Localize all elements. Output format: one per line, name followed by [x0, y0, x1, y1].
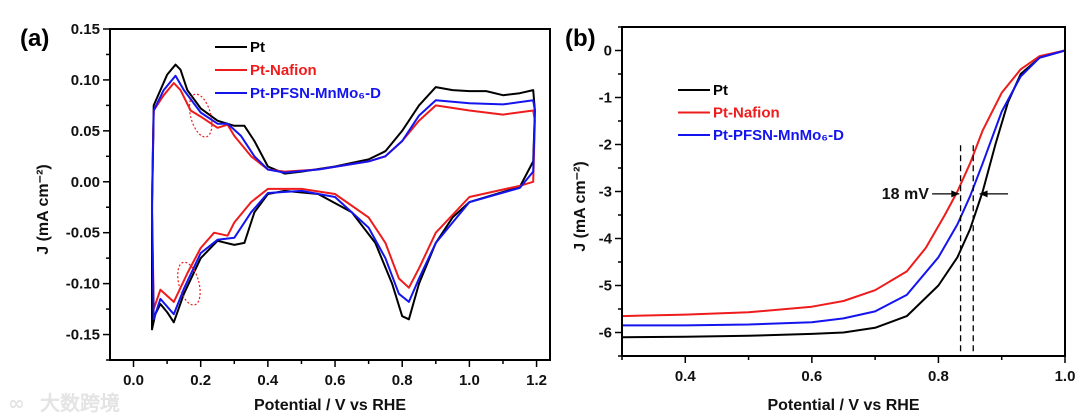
- x-tick-label: 0.6: [801, 368, 822, 385]
- plot-frame: [109, 28, 551, 361]
- y-tick-label: -3: [599, 184, 612, 201]
- watermark-text: 大数跨境: [40, 391, 120, 415]
- x-tick-label: 1.0: [1055, 368, 1076, 385]
- legend-label: Pt-PFSN-MnMo₆-D: [713, 127, 844, 144]
- y-tick-label: 0.05: [71, 123, 100, 140]
- x-tick-label: 0.6: [325, 372, 346, 389]
- x-axis-label: Potential / V vs RHE: [254, 397, 406, 414]
- y-tick-label: 0: [604, 43, 612, 60]
- plot-frame: [621, 26, 1066, 357]
- legend-label: Pt-Nafion: [713, 105, 780, 122]
- y-tick-label: 0.00: [71, 174, 100, 191]
- y-tick-label: -4: [599, 231, 613, 248]
- panel-b-lsv-chart: (b) 18 mV 0.4 0.6 0.8 1.0 0 -1 -2 -3 -4 -5 -6 Potenti…: [565, 25, 1075, 414]
- y-tick-label: -5: [599, 278, 612, 295]
- y-axis-label: J (mA cm⁻²): [572, 161, 589, 252]
- y-tick-label: -0.10: [66, 276, 100, 293]
- y-tick-label: -6: [599, 325, 612, 342]
- x-tick-label: 0.4: [257, 372, 279, 389]
- panel-label: (b): [565, 25, 596, 52]
- legend-label: Pt-PFSN-MnMo₆-D: [250, 85, 381, 102]
- annotation-ellipse: [188, 93, 213, 138]
- series-line-pt-pfsn-mnmo6-d: [151, 74, 536, 321]
- x-tick-label: 0.8: [392, 372, 413, 389]
- x-tick-label: 0.4: [675, 368, 697, 385]
- y-tick-label: -0.15: [66, 327, 100, 344]
- annotation-arrow-head: [951, 190, 960, 198]
- y-tick-label: -2: [599, 137, 612, 154]
- legend-label: Pt: [250, 39, 265, 56]
- x-tick-label: 0.0: [123, 372, 144, 389]
- y-tick-label: -0.05: [66, 225, 100, 242]
- legend-label: Pt: [713, 82, 728, 99]
- x-tick-label: 0.2: [190, 372, 211, 389]
- annotation-label: 18 mV: [882, 186, 929, 203]
- annotation-ellipse: [177, 261, 201, 306]
- annotation-arrow-head: [979, 190, 988, 198]
- y-tick-label: 0.15: [71, 21, 100, 38]
- series-line-pt-nafion: [151, 82, 536, 311]
- x-axis-label: Potential / V vs RHE: [767, 397, 919, 414]
- watermark: ∞: [8, 391, 25, 415]
- x-tick-label: 1.0: [459, 372, 480, 389]
- y-tick-label: -1: [599, 90, 612, 107]
- panel-label: (a): [20, 25, 49, 52]
- panel-a-cv-chart: (a) 0.0 0.2 0.4 0.6 0.8 1.0 1.2 0.15 0.10 0.05 0.00…: [20, 21, 551, 414]
- x-tick-label: 1.2: [526, 372, 547, 389]
- series-line-pt-nafion: [621, 49, 1066, 318]
- y-tick-label: 0.10: [71, 72, 100, 89]
- x-tick-label: 0.8: [928, 368, 949, 385]
- legend-label: Pt-Nafion: [250, 62, 317, 79]
- y-axis-label: J (mA cm⁻²): [35, 164, 52, 255]
- series-line-pt-pfsn-mnmo6-d: [622, 49, 1066, 327]
